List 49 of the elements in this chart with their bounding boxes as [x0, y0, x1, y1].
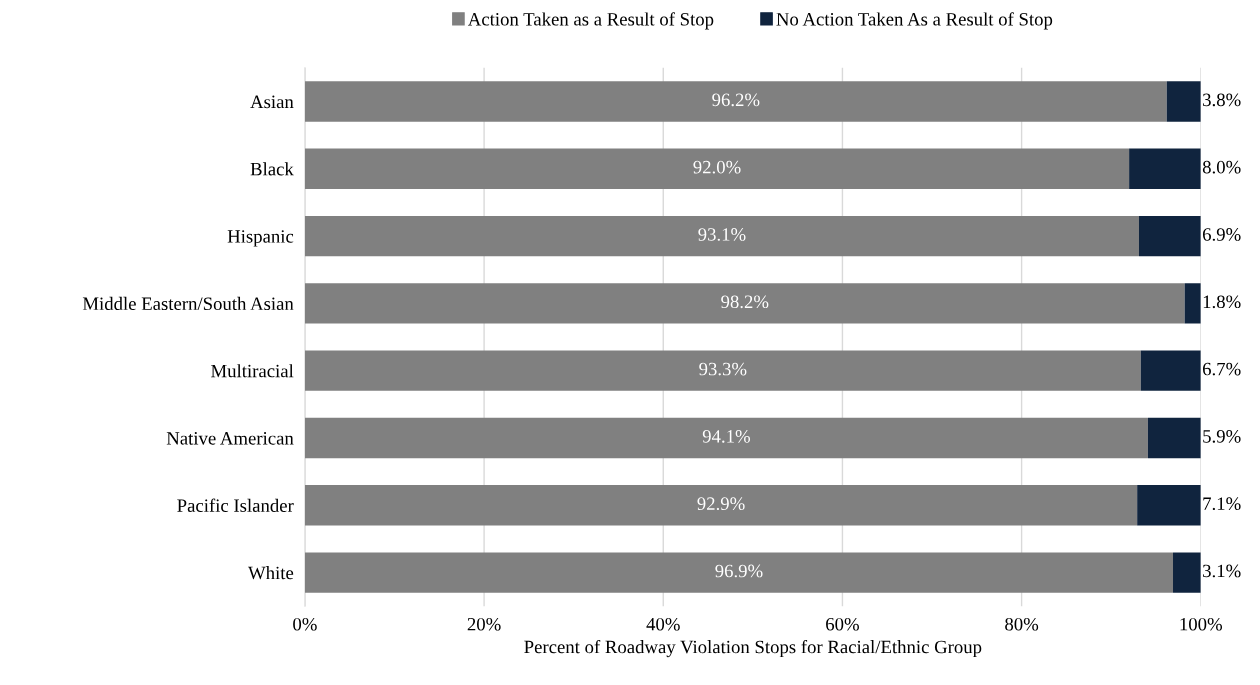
x-tick-label: 60%: [826, 617, 859, 631]
bar: [304, 552, 1174, 593]
y-tick-label: Black: [250, 162, 294, 176]
data-label: 5.9%: [1203, 430, 1241, 443]
y-tick-label: Native American: [166, 432, 294, 445]
bar: [304, 148, 1130, 189]
data-label: 92.0%: [693, 160, 741, 174]
bar: [1173, 552, 1201, 593]
y-tick-label: Middle Eastern/South Asian: [82, 296, 294, 311]
bar: [1140, 350, 1201, 391]
bar: [304, 350, 1141, 391]
data-label: 8.0%: [1202, 160, 1241, 174]
x-tick-label: 80%: [1005, 617, 1039, 631]
y-tick-label: Hispanic: [227, 230, 294, 247]
data-label: 1.8%: [1203, 295, 1241, 309]
data-label: 6.7%: [1202, 362, 1241, 376]
data-label: 94.1%: [702, 430, 750, 443]
data-label: 3.1%: [1203, 564, 1241, 578]
bar: [1137, 485, 1201, 526]
y-tick-label: Asian: [250, 95, 294, 109]
data-label: 92.9%: [697, 497, 745, 511]
x-axis-title: Percent of Roadway Violation Stops for Racial/Ethnic Group: [524, 639, 982, 658]
legend-label: Action Taken as a Result of Stop: [467, 12, 714, 30]
y-tick-label: White: [248, 566, 294, 580]
data-label: 7.1%: [1203, 497, 1241, 511]
bar: [1184, 283, 1201, 324]
data-label: 93.3%: [699, 362, 747, 376]
bar: [1129, 148, 1201, 189]
bar: [304, 215, 1139, 257]
x-tick-label: 40%: [646, 617, 680, 631]
data-label: 96.9%: [715, 564, 763, 578]
x-tick-label: 0%: [293, 617, 317, 631]
bar: [304, 417, 1148, 459]
bar: [1138, 215, 1201, 257]
bar: [304, 283, 1185, 324]
bar: [1147, 417, 1201, 459]
data-label: 6.9%: [1202, 228, 1241, 241]
legend-label: No Action Taken As a Result of Stop: [776, 12, 1053, 30]
data-label: 96.2%: [712, 93, 760, 107]
y-tick-label: Multiracial: [211, 364, 294, 378]
bar: [304, 485, 1138, 526]
data-label: 98.2%: [721, 295, 769, 309]
y-tick-label: Pacific Islander: [177, 498, 294, 512]
x-tick-label: 20%: [467, 617, 501, 631]
bar: [1166, 81, 1201, 122]
data-label: 3.8%: [1203, 93, 1241, 107]
data-label: 93.1%: [698, 228, 746, 241]
x-tick-label: 100%: [1180, 617, 1223, 631]
bar: [304, 81, 1167, 122]
